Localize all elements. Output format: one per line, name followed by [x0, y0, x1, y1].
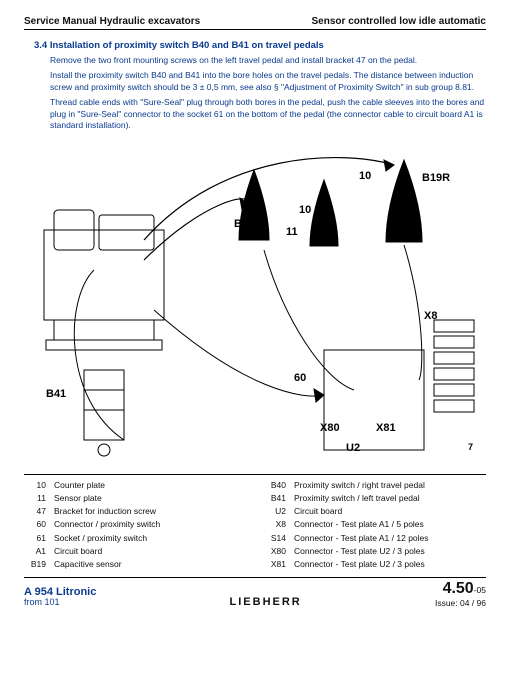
legend-value: Connector - Test plate A1 / 5 poles [294, 518, 424, 531]
diagram-svg [24, 140, 486, 470]
legend-row: B19 Capacitive sensor [24, 558, 246, 571]
legend-col-left: 10 Counter plate 11 Sensor plate 47 Bracket f… [24, 479, 246, 571]
callout-11: 11 [286, 226, 298, 238]
footer-brand: LIEBHERR [230, 596, 302, 608]
paragraph-3: Thread cable ends with "Sure-Seal" plug … [50, 97, 486, 131]
callout-10b: 10 [299, 204, 311, 216]
legend-value: Connector - Test plate U2 / 3 poles [294, 558, 425, 571]
legend-key: X80 [264, 545, 286, 558]
legend-key: B40 [264, 479, 286, 492]
legend-row: S14 Connector - Test plate A1 / 12 poles [264, 532, 486, 545]
legend: 10 Counter plate 11 Sensor plate 47 Bracket f… [24, 474, 486, 571]
legend-row: 60 Connector / proximity switch [24, 518, 246, 531]
footer: A 954 Litronic from 101 LIEBHERR 4.50-05… [24, 580, 486, 608]
legend-value: Proximity switch / right travel pedal [294, 479, 425, 492]
legend-row: B41 Proximity switch / left travel pedal [264, 492, 486, 505]
legend-row: 61 Socket / proximity switch [24, 532, 246, 545]
legend-key: 61 [24, 532, 46, 545]
legend-value: Connector - Test plate A1 / 12 poles [294, 532, 429, 545]
callout-b19r: B19R [422, 172, 450, 184]
legend-value: Capacitive sensor [54, 558, 122, 571]
legend-row: A1 Circuit board [24, 545, 246, 558]
legend-row: U2 Circuit board [264, 505, 486, 518]
legend-row: X8 Connector - Test plate A1 / 5 poles [264, 518, 486, 531]
callout-10a: 10 [359, 170, 371, 182]
legend-key: B19 [24, 558, 46, 571]
legend-row: X80 Connector - Test plate U2 / 3 poles [264, 545, 486, 558]
legend-key: 60 [24, 518, 46, 531]
legend-col-right: B40 Proximity switch / right travel pedal… [264, 479, 486, 571]
paragraph-1: Remove the two front mounting screws on … [50, 55, 486, 66]
legend-row: X81 Connector - Test plate U2 / 3 poles [264, 558, 486, 571]
legend-key: U2 [264, 505, 286, 518]
legend-key: B41 [264, 492, 286, 505]
header-left: Service Manual Hydraulic excavators [24, 16, 200, 27]
legend-value: Connector / proximity switch [54, 518, 160, 531]
page-header: Service Manual Hydraulic excavators Sens… [24, 16, 486, 30]
footer-model: A 954 Litronic from 101 [24, 586, 96, 608]
legend-row: 11 Sensor plate [24, 492, 246, 505]
legend-row: B40 Proximity switch / right travel pedal [264, 479, 486, 492]
legend-key: 47 [24, 505, 46, 518]
callout-7: 7 [468, 442, 473, 452]
legend-key: X81 [264, 558, 286, 571]
paragraph-2: Install the proximity switch B40 and B41… [50, 70, 486, 93]
legend-value: Proximity switch / left travel pedal [294, 492, 420, 505]
legend-row: 47 Bracket for induction screw [24, 505, 246, 518]
legend-key: A1 [24, 545, 46, 558]
header-right: Sensor controlled low idle automatic [312, 16, 486, 27]
callout-b41: B41 [46, 388, 66, 400]
legend-key: 10 [24, 479, 46, 492]
callout-x81: X81 [376, 422, 396, 434]
callout-u2: U2 [346, 442, 360, 454]
callout-b19l: B19L [234, 218, 261, 230]
page: Service Manual Hydraulic excavators Sens… [0, 0, 510, 698]
footer-rule [24, 577, 486, 578]
legend-key: 11 [24, 492, 46, 505]
legend-row: 10 Counter plate [24, 479, 246, 492]
legend-value: Counter plate [54, 479, 105, 492]
legend-value: Sensor plate [54, 492, 102, 505]
legend-value: Socket / proximity switch [54, 532, 147, 545]
section-title: 3.4 Installation of proximity switch B40… [34, 40, 486, 51]
legend-key: X8 [264, 518, 286, 531]
footer-page: 4.50-05 Issue: 04 / 96 [435, 580, 486, 608]
callout-x8: X8 [424, 310, 437, 322]
legend-value: Circuit board [294, 505, 342, 518]
legend-key: S14 [264, 532, 286, 545]
legend-value: Bracket for induction screw [54, 505, 156, 518]
diagram: B19R 10 B19L 10 11 B41 60 X8 X80 X81 U2 … [24, 140, 486, 470]
callout-x80: X80 [320, 422, 340, 434]
legend-value: Circuit board [54, 545, 102, 558]
legend-value: Connector - Test plate U2 / 3 poles [294, 545, 425, 558]
callout-60: 60 [294, 372, 306, 384]
